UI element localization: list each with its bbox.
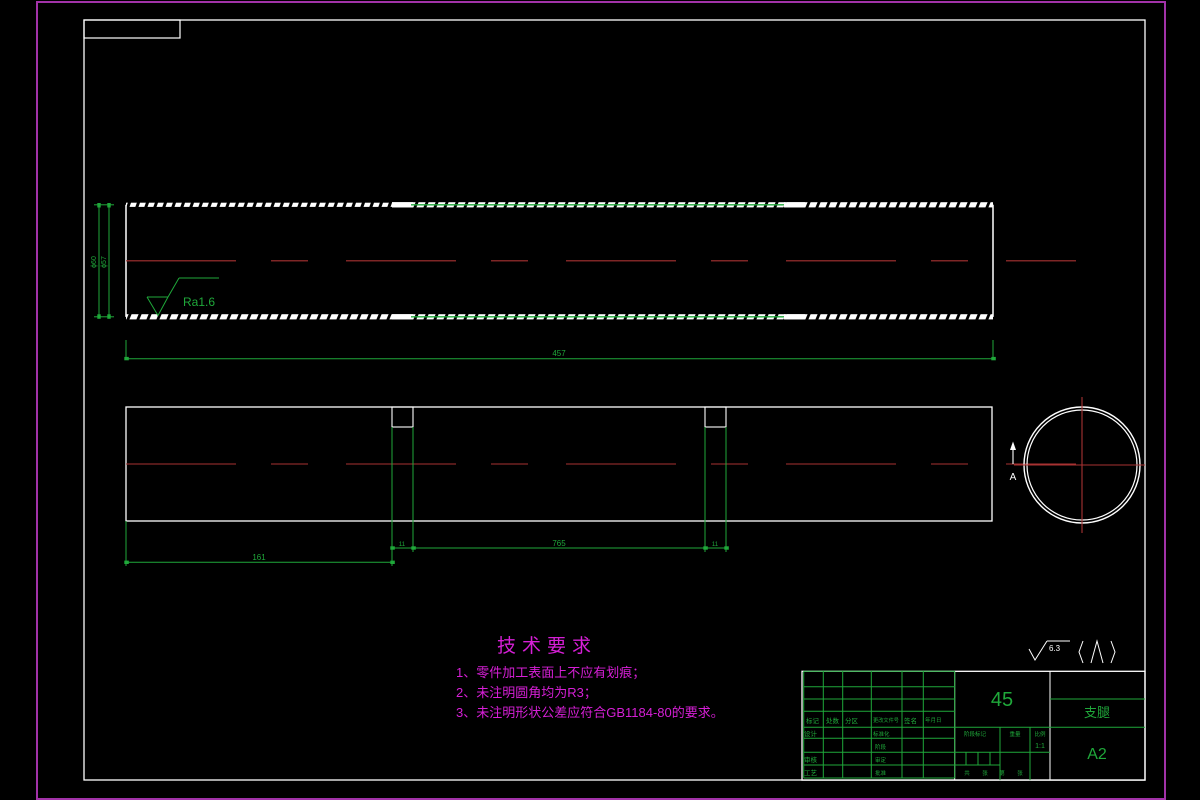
svg-text:阶段: 阶段	[875, 743, 887, 751]
svg-text:161: 161	[252, 553, 266, 562]
svg-text:张: 张	[982, 769, 988, 777]
svg-text:第: 第	[999, 769, 1005, 777]
svg-text:A: A	[1010, 472, 1017, 483]
svg-text:11: 11	[399, 542, 406, 548]
svg-text:审定: 审定	[875, 756, 887, 764]
svg-text:处数: 处数	[826, 716, 840, 725]
svg-text:年月日: 年月日	[925, 716, 942, 724]
svg-text:11: 11	[712, 542, 719, 548]
svg-text:阶段标记: 阶段标记	[964, 730, 987, 738]
svg-text:3、未注明形状公差应符合GB1184-80的要求。: 3、未注明形状公差应符合GB1184-80的要求。	[456, 705, 724, 720]
svg-text:支腿: 支腿	[1084, 705, 1110, 720]
svg-text:比例: 比例	[1034, 730, 1046, 738]
svg-text:更改文件号: 更改文件号	[873, 716, 899, 724]
svg-text:6.3: 6.3	[1049, 644, 1061, 653]
svg-text:457: 457	[552, 349, 566, 358]
svg-text:技术要求: 技术要求	[497, 635, 597, 657]
svg-text:设计: 设计	[804, 729, 818, 738]
svg-text:ϕ60: ϕ60	[91, 256, 98, 268]
svg-text:标准化: 标准化	[873, 730, 890, 738]
svg-text:张: 张	[1017, 769, 1023, 777]
svg-text:1、零件加工表面上不应有划痕；: 1、零件加工表面上不应有划痕；	[456, 665, 645, 681]
svg-text:标记: 标记	[806, 716, 820, 725]
svg-text:重量: 重量	[1009, 730, 1021, 738]
svg-text:765: 765	[552, 539, 566, 548]
svg-text:2、未注明圆角均为R3；: 2、未注明圆角均为R3；	[456, 685, 597, 701]
svg-text:1:1: 1:1	[1035, 743, 1045, 750]
svg-text:Ra1.6: Ra1.6	[183, 295, 215, 309]
svg-text:分区: 分区	[845, 716, 859, 725]
svg-text:ϕ57: ϕ57	[101, 256, 108, 268]
svg-text:审核: 审核	[804, 755, 818, 764]
svg-text:签名: 签名	[904, 716, 917, 725]
svg-text:45: 45	[991, 689, 1013, 711]
svg-text:共: 共	[964, 769, 970, 777]
svg-text:批准: 批准	[875, 769, 887, 777]
svg-text:A2: A2	[1087, 746, 1107, 763]
svg-text:工艺: 工艺	[804, 769, 818, 777]
